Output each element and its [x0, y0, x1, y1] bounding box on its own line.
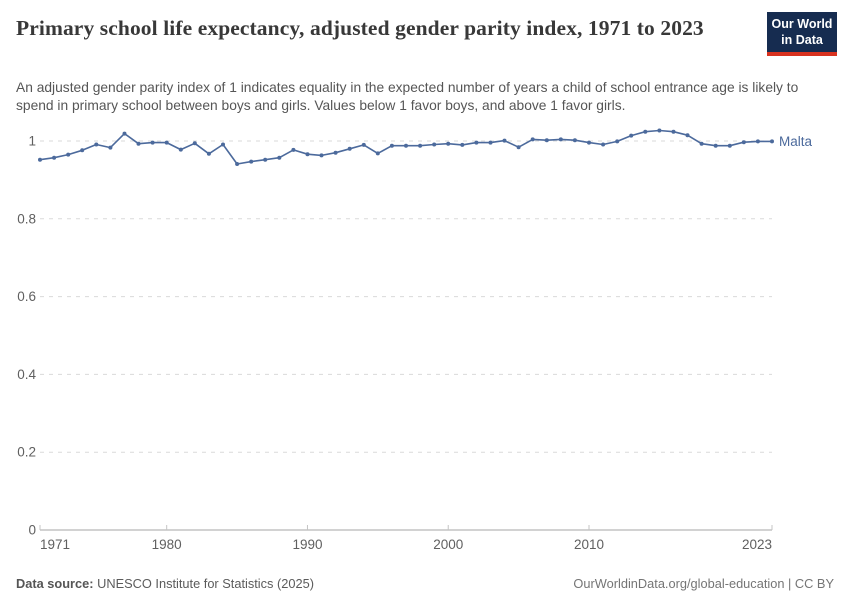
y-tick-label: 0.8 — [17, 211, 36, 226]
data-point[interactable] — [727, 143, 732, 148]
data-point[interactable] — [446, 141, 451, 146]
data-point[interactable] — [615, 139, 620, 144]
data-point[interactable] — [347, 146, 352, 151]
data-point[interactable] — [671, 129, 676, 134]
y-tick-label: 0.6 — [17, 289, 36, 304]
data-point[interactable] — [375, 151, 380, 156]
data-source-text: UNESCO Institute for Statistics (2025) — [93, 576, 314, 591]
data-point[interactable] — [685, 133, 690, 138]
data-point[interactable] — [418, 143, 423, 148]
data-point[interactable] — [249, 159, 254, 164]
data-point[interactable] — [502, 138, 507, 143]
data-point[interactable] — [277, 155, 282, 160]
data-source-note: Data source: UNESCO Institute for Statis… — [16, 576, 314, 591]
data-point[interactable] — [263, 157, 268, 162]
y-tick-label: 0 — [28, 523, 36, 538]
data-point[interactable] — [629, 133, 634, 138]
data-point[interactable] — [305, 152, 310, 157]
data-point[interactable] — [713, 143, 718, 148]
data-point[interactable] — [432, 142, 437, 147]
x-tick-label: 2000 — [433, 537, 463, 552]
x-tick-label: 1980 — [152, 537, 182, 552]
data-point[interactable] — [66, 152, 71, 157]
y-tick-label: 1 — [28, 134, 36, 149]
data-point[interactable] — [389, 143, 394, 148]
data-point[interactable] — [558, 137, 563, 142]
data-point[interactable] — [206, 151, 211, 156]
y-tick-label: 0.2 — [17, 445, 36, 460]
data-point[interactable] — [460, 142, 465, 147]
data-point[interactable] — [80, 148, 85, 153]
data-point[interactable] — [221, 142, 225, 147]
data-point[interactable] — [291, 147, 296, 152]
owid-logo-box: Our World in Data — [767, 12, 837, 53]
entity-label-malta[interactable]: Malta — [779, 134, 813, 149]
data-point[interactable] — [108, 145, 113, 150]
data-point[interactable] — [122, 131, 127, 136]
data-point[interactable] — [601, 142, 606, 147]
data-point[interactable] — [178, 147, 183, 152]
data-point[interactable] — [38, 157, 42, 162]
data-point[interactable] — [474, 140, 479, 145]
page-title: Primary school life expectancy, adjusted… — [16, 16, 704, 40]
data-point[interactable] — [516, 145, 521, 150]
data-point[interactable] — [404, 143, 408, 148]
data-point[interactable] — [136, 141, 141, 146]
x-tick-label: 1971 — [40, 537, 70, 552]
data-point[interactable] — [544, 138, 549, 143]
data-point[interactable] — [587, 140, 591, 145]
chart-subtitle: An adjusted gender parity index of 1 ind… — [16, 80, 799, 114]
owid-logo[interactable]: Our World in Data — [767, 12, 837, 57]
data-point[interactable] — [164, 140, 169, 145]
credit-link[interactable]: OurWorldinData.org/global-education | CC… — [573, 576, 834, 591]
owid-logo-red-bar — [767, 52, 837, 57]
data-point[interactable] — [94, 142, 99, 147]
data-point[interactable] — [643, 129, 648, 134]
owid-logo-line2: in Data — [781, 32, 823, 47]
data-point[interactable] — [192, 141, 197, 146]
y-tick-label: 0.4 — [17, 367, 36, 382]
data-point[interactable] — [699, 141, 704, 146]
data-source-label: Data source: — [16, 576, 94, 591]
data-point[interactable] — [333, 150, 338, 155]
data-point[interactable] — [741, 140, 746, 145]
line-chart[interactable]: 0 0.2 0.4 0.6 0.8 1 1971 1980 1990 2000 2010 2023 Ma… — [0, 115, 850, 575]
data-point[interactable] — [488, 140, 493, 145]
data-point[interactable] — [150, 140, 155, 145]
data-point[interactable] — [319, 153, 324, 158]
data-point[interactable] — [52, 155, 57, 160]
data-point[interactable] — [361, 142, 366, 147]
data-point[interactable] — [770, 139, 774, 144]
data-point[interactable] — [572, 138, 577, 143]
owid-logo-line1: Our World — [771, 17, 833, 31]
x-tick-label: 1990 — [292, 537, 322, 552]
data-point[interactable] — [755, 139, 760, 144]
x-tick-label: 2023 — [742, 537, 772, 552]
chart-footer: Data source: UNESCO Institute for Statis… — [16, 576, 834, 591]
x-tick-label: 2010 — [574, 537, 604, 552]
data-point[interactable] — [235, 162, 240, 166]
data-point[interactable] — [657, 128, 662, 133]
data-point[interactable] — [530, 137, 535, 142]
